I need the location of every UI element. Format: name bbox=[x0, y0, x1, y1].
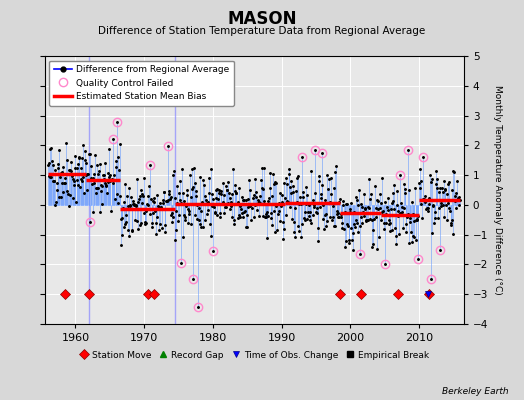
Y-axis label: Monthly Temperature Anomaly Difference (°C): Monthly Temperature Anomaly Difference (… bbox=[493, 85, 502, 295]
Text: MASON: MASON bbox=[227, 10, 297, 28]
Legend: Station Move, Record Gap, Time of Obs. Change, Empirical Break: Station Move, Record Gap, Time of Obs. C… bbox=[77, 348, 432, 362]
Text: Difference of Station Temperature Data from Regional Average: Difference of Station Temperature Data f… bbox=[99, 26, 425, 36]
Legend: Difference from Regional Average, Quality Control Failed, Estimated Station Mean: Difference from Regional Average, Qualit… bbox=[49, 60, 234, 106]
Text: Berkeley Earth: Berkeley Earth bbox=[442, 387, 508, 396]
